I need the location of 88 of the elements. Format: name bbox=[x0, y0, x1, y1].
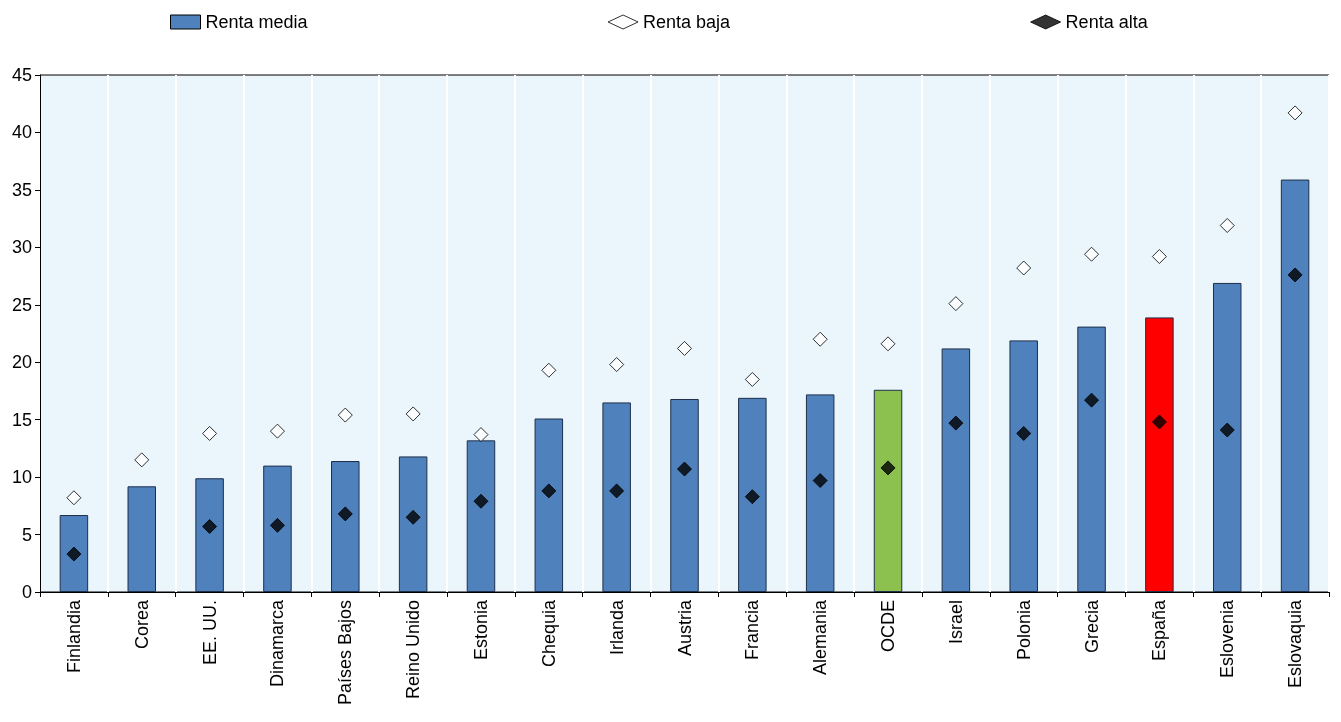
bar bbox=[941, 348, 971, 592]
bar bbox=[398, 456, 428, 592]
y-tick-label: 15 bbox=[11, 409, 32, 430]
x-tick-label: Chequia bbox=[538, 599, 559, 668]
point bbox=[269, 517, 285, 533]
point bbox=[405, 509, 421, 525]
point bbox=[337, 506, 353, 522]
y-tick-label: 35 bbox=[11, 179, 32, 200]
legend-label: Renta baja bbox=[643, 12, 732, 32]
x-tick-label: Países Bajos bbox=[335, 600, 356, 706]
x-tick-label: Dinamarca bbox=[267, 599, 288, 688]
y-tick-label: 45 bbox=[11, 65, 32, 85]
bar bbox=[127, 486, 157, 592]
x-tick-label: Israel bbox=[945, 600, 966, 645]
legend-label: Renta alta bbox=[1065, 12, 1149, 32]
bar bbox=[1212, 282, 1242, 592]
point bbox=[1084, 246, 1100, 262]
point bbox=[1219, 422, 1235, 438]
point bbox=[66, 546, 82, 562]
bar bbox=[263, 465, 292, 592]
bar bbox=[466, 440, 496, 592]
x-tick-label: Alemania bbox=[810, 599, 831, 676]
point bbox=[1151, 249, 1167, 265]
bar bbox=[1145, 317, 1174, 592]
y-tick-label: 10 bbox=[11, 467, 32, 488]
y-tick-label: 25 bbox=[11, 294, 32, 315]
point bbox=[134, 452, 150, 468]
x-tick-label: Polonia bbox=[1013, 599, 1034, 661]
x-tick-label: Francia bbox=[742, 599, 763, 661]
x-tick-label: OCDE bbox=[878, 600, 899, 653]
point bbox=[541, 483, 557, 499]
point bbox=[405, 406, 421, 422]
bar bbox=[331, 461, 360, 592]
bar bbox=[1280, 179, 1310, 592]
point bbox=[473, 493, 489, 509]
x-tick-label: Eslovaquia bbox=[1285, 599, 1306, 689]
bar bbox=[195, 478, 224, 592]
bar bbox=[1077, 326, 1106, 592]
point bbox=[541, 362, 557, 378]
point bbox=[880, 336, 896, 352]
bar bbox=[738, 397, 767, 592]
x-tick-label: España bbox=[1149, 599, 1170, 662]
point bbox=[1219, 218, 1235, 233]
point bbox=[948, 296, 964, 312]
point bbox=[812, 473, 828, 489]
y-tick-label: 5 bbox=[21, 524, 32, 545]
bar bbox=[59, 515, 89, 592]
point bbox=[473, 427, 489, 443]
bar bbox=[602, 402, 631, 592]
bar bbox=[805, 394, 835, 592]
y-tick-label: 20 bbox=[11, 352, 32, 373]
point bbox=[744, 371, 760, 387]
point bbox=[1151, 414, 1167, 430]
point bbox=[1084, 392, 1100, 408]
point bbox=[812, 331, 828, 347]
point bbox=[202, 519, 218, 535]
point bbox=[1016, 260, 1032, 276]
point bbox=[1016, 425, 1032, 441]
x-tick-label: Estonia bbox=[470, 599, 491, 661]
bar bbox=[534, 418, 564, 592]
x-tick-label: Reino Unido bbox=[403, 600, 424, 700]
bar bbox=[670, 398, 699, 592]
point bbox=[948, 415, 964, 431]
y-tick-label: 0 bbox=[21, 582, 32, 602]
x-tick-label: Eslovenia bbox=[1217, 599, 1238, 679]
point bbox=[337, 407, 353, 423]
point bbox=[744, 489, 760, 505]
point bbox=[269, 423, 285, 439]
bar bbox=[873, 389, 903, 592]
point bbox=[677, 340, 692, 356]
point bbox=[609, 483, 625, 499]
y-tick-label: 40 bbox=[11, 122, 32, 143]
x-tick-label: EE. UU. bbox=[199, 600, 220, 666]
bar bbox=[1009, 340, 1038, 592]
point bbox=[1287, 105, 1303, 121]
point bbox=[609, 357, 625, 373]
point bbox=[202, 425, 218, 441]
x-tick-label: Finlandia bbox=[63, 599, 84, 674]
point bbox=[1287, 267, 1303, 283]
x-tick-label: Austria bbox=[674, 599, 695, 657]
y-tick-label: 30 bbox=[11, 237, 32, 258]
point bbox=[66, 490, 82, 506]
point bbox=[677, 461, 692, 477]
x-tick-label: Grecia bbox=[1081, 599, 1102, 654]
legend-label: Renta media bbox=[205, 12, 309, 32]
x-tick-label: Irlanda bbox=[606, 599, 627, 656]
point bbox=[880, 460, 896, 476]
x-tick-label: Corea bbox=[131, 599, 152, 650]
